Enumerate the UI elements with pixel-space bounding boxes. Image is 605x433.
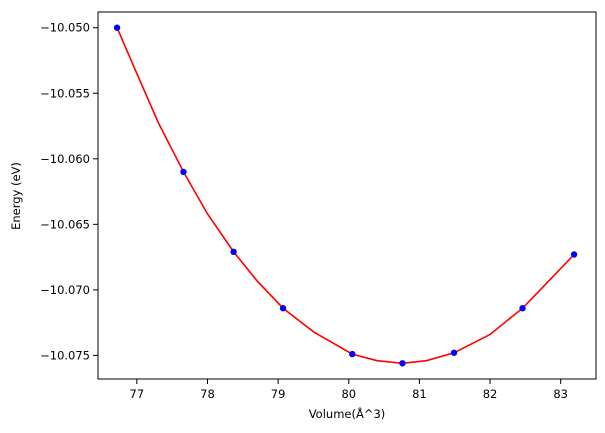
x-tick-label: 80	[341, 387, 356, 401]
y-tick-label: −10.055	[40, 86, 90, 100]
data-point-9	[570, 251, 578, 258]
fit-curve-line	[116, 27, 575, 365]
data-point-4	[279, 305, 287, 312]
x-axis-label: Volume(Å^3)	[309, 406, 386, 421]
x-tick-label: 81	[412, 387, 427, 401]
plot-frame	[97, 11, 597, 380]
data-point-6	[399, 360, 406, 367]
data-point-8	[519, 305, 526, 312]
y-axis: −10.050 −10.055 −10.060 −10.065 −10.070 −10.0…	[40, 21, 98, 362]
y-tick-label: −10.050	[40, 21, 90, 35]
data-marks	[113, 24, 578, 367]
y-tick-label: −10.060	[40, 152, 90, 166]
plot-background	[98, 12, 596, 379]
x-axis: 77 78 79 80 81 82 83	[130, 379, 568, 401]
y-tick-label: −10.070	[40, 283, 90, 297]
x-tick-label: 82	[483, 387, 498, 401]
y-tick-label: −10.065	[40, 217, 90, 231]
x-tick-label: 79	[271, 387, 286, 401]
data-point-7	[450, 349, 458, 356]
x-tick-label: 83	[553, 387, 568, 401]
data-point-3	[230, 248, 237, 256]
x-tick-label: 78	[200, 387, 215, 401]
data-point-2	[180, 168, 187, 176]
data-point-1	[113, 24, 121, 31]
x-tick-label: 77	[130, 387, 145, 401]
y-tick-label: −10.075	[40, 348, 90, 362]
data-point-5	[349, 350, 356, 358]
y-axis-label: Energy (eV)	[9, 162, 23, 230]
